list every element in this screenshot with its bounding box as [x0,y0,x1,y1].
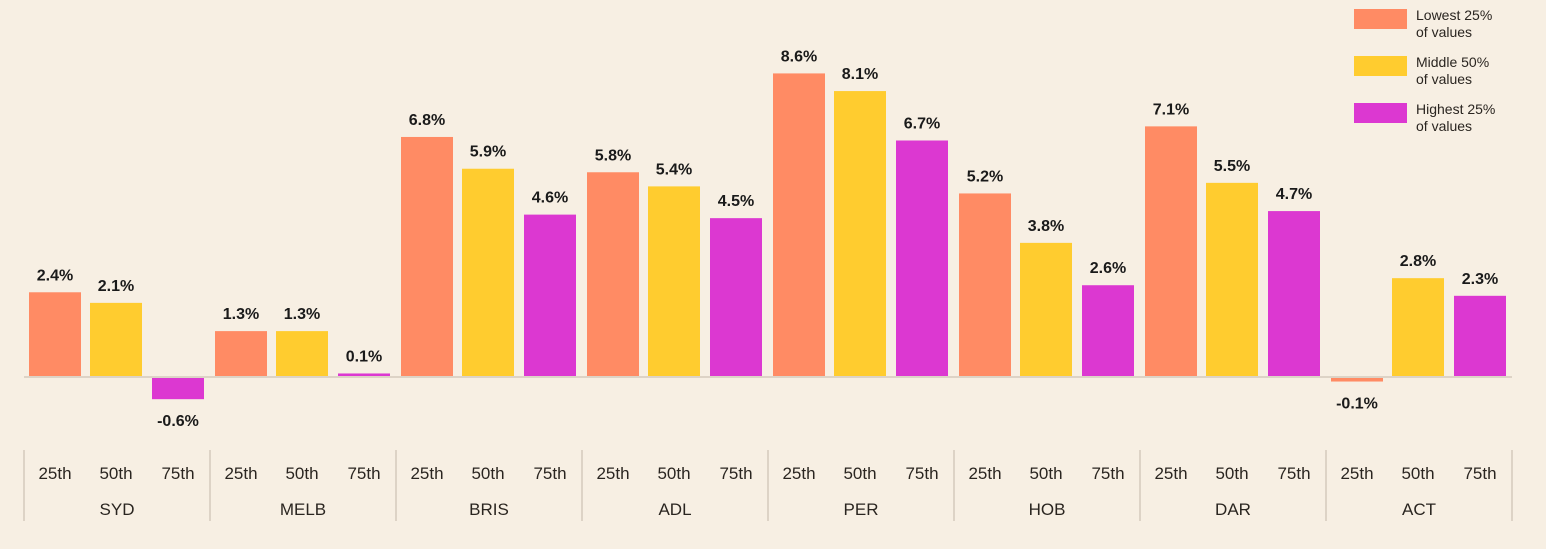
data-label: 8.6% [781,48,817,65]
tick-label: 75th [347,464,380,483]
bar-act-25th [1331,378,1383,382]
tick-label: 75th [533,464,566,483]
tick-label: 75th [905,464,938,483]
data-label: 5.5% [1214,158,1250,175]
bar-hob-50th [1020,242,1072,377]
tick-label: 75th [719,464,752,483]
tick-label: 50th [1029,464,1062,483]
group-label: ACT [1402,500,1436,519]
data-label: 2.3% [1462,271,1498,288]
bar-hob-75th [1082,285,1134,377]
tick-label: 50th [1215,464,1248,483]
bar-per-75th [896,140,948,377]
data-label: -0.1% [1336,396,1378,413]
bar-syd-50th [90,302,142,377]
data-label: 8.1% [842,66,878,83]
data-label: 4.7% [1276,186,1312,203]
data-label: 5.9% [470,144,506,161]
bar-adl-75th [710,218,762,377]
bar-bris-50th [462,168,514,377]
bar-dar-25th [1145,126,1197,378]
data-label: 4.5% [718,193,754,210]
data-label: 6.7% [904,115,940,132]
group-label: DAR [1215,500,1251,519]
data-label: -0.6% [157,413,199,430]
bar-melb-75th [338,373,390,377]
data-label: 2.1% [98,278,134,295]
group-label: PER [844,500,879,519]
bar-hob-25th [959,193,1011,377]
legend-label: of values [1416,24,1472,40]
tick-label: 25th [968,464,1001,483]
legend-label: Middle 50% [1416,54,1489,70]
data-label: 5.8% [595,147,631,164]
tick-label: 50th [285,464,318,483]
bar-bris-25th [401,136,453,377]
bar-act-75th [1454,295,1506,377]
data-label: 3.8% [1028,218,1064,235]
bar-act-50th [1392,278,1444,377]
tick-label: 25th [596,464,629,483]
bar-adl-50th [648,186,700,377]
legend-swatch [1354,9,1407,29]
bar-syd-25th [29,292,81,377]
bar-bris-75th [524,214,576,377]
tick-label: 75th [1463,464,1496,483]
bar-melb-25th [215,331,267,377]
data-label: 0.1% [346,348,382,365]
tick-label: 50th [657,464,690,483]
legend-label: of values [1416,71,1472,87]
data-label: 7.1% [1153,101,1189,118]
tick-label: 75th [1277,464,1310,483]
tick-label: 50th [99,464,132,483]
bar-dar-75th [1268,211,1320,377]
data-label: 2.4% [37,267,73,284]
tick-label: 25th [410,464,443,483]
legend-swatch [1354,103,1407,123]
legend-label: Highest 25% [1416,101,1495,117]
bar-melb-50th [276,331,328,377]
data-label: 2.6% [1090,260,1126,277]
group-label: MELB [280,500,326,519]
bar-per-25th [773,73,825,378]
tick-label: 25th [782,464,815,483]
group-label: HOB [1029,500,1066,519]
tick-label: 25th [224,464,257,483]
bar-dar-50th [1206,182,1258,377]
x-axis: 25th 50th 75th SYD 25th 50th 75th MELB 25th 50th 7… [23,450,1513,521]
tick-label: 25th [1340,464,1373,483]
group-label: BRIS [469,500,509,519]
bar-adl-25th [587,172,639,377]
tick-label: 50th [471,464,504,483]
tick-label: 25th [38,464,71,483]
data-label: 5.2% [967,168,1003,185]
group-label: ADL [658,500,691,519]
data-label: 1.3% [223,306,259,323]
data-label: 1.3% [284,306,320,323]
bar-per-50th [834,91,886,377]
tick-label: 50th [1401,464,1434,483]
tick-label: 50th [843,464,876,483]
tick-label: 25th [1154,464,1187,483]
legend-label: Lowest 25% [1416,7,1492,23]
data-label: 5.4% [656,161,692,178]
group-label: SYD [100,500,135,519]
legend-label: of values [1416,118,1472,134]
tick-label: 75th [161,464,194,483]
bars: 2.4% 2.1% -0.6% 1.3% 1.3% 0.1% 6.8% 5.9% 4.6% 5.8… [29,48,1506,430]
data-label: 4.6% [532,190,568,207]
legend-swatch [1354,56,1407,76]
tick-label: 75th [1091,464,1124,483]
data-label: 2.8% [1400,253,1436,270]
data-label: 6.8% [409,112,445,129]
bar-syd-75th [152,378,204,400]
